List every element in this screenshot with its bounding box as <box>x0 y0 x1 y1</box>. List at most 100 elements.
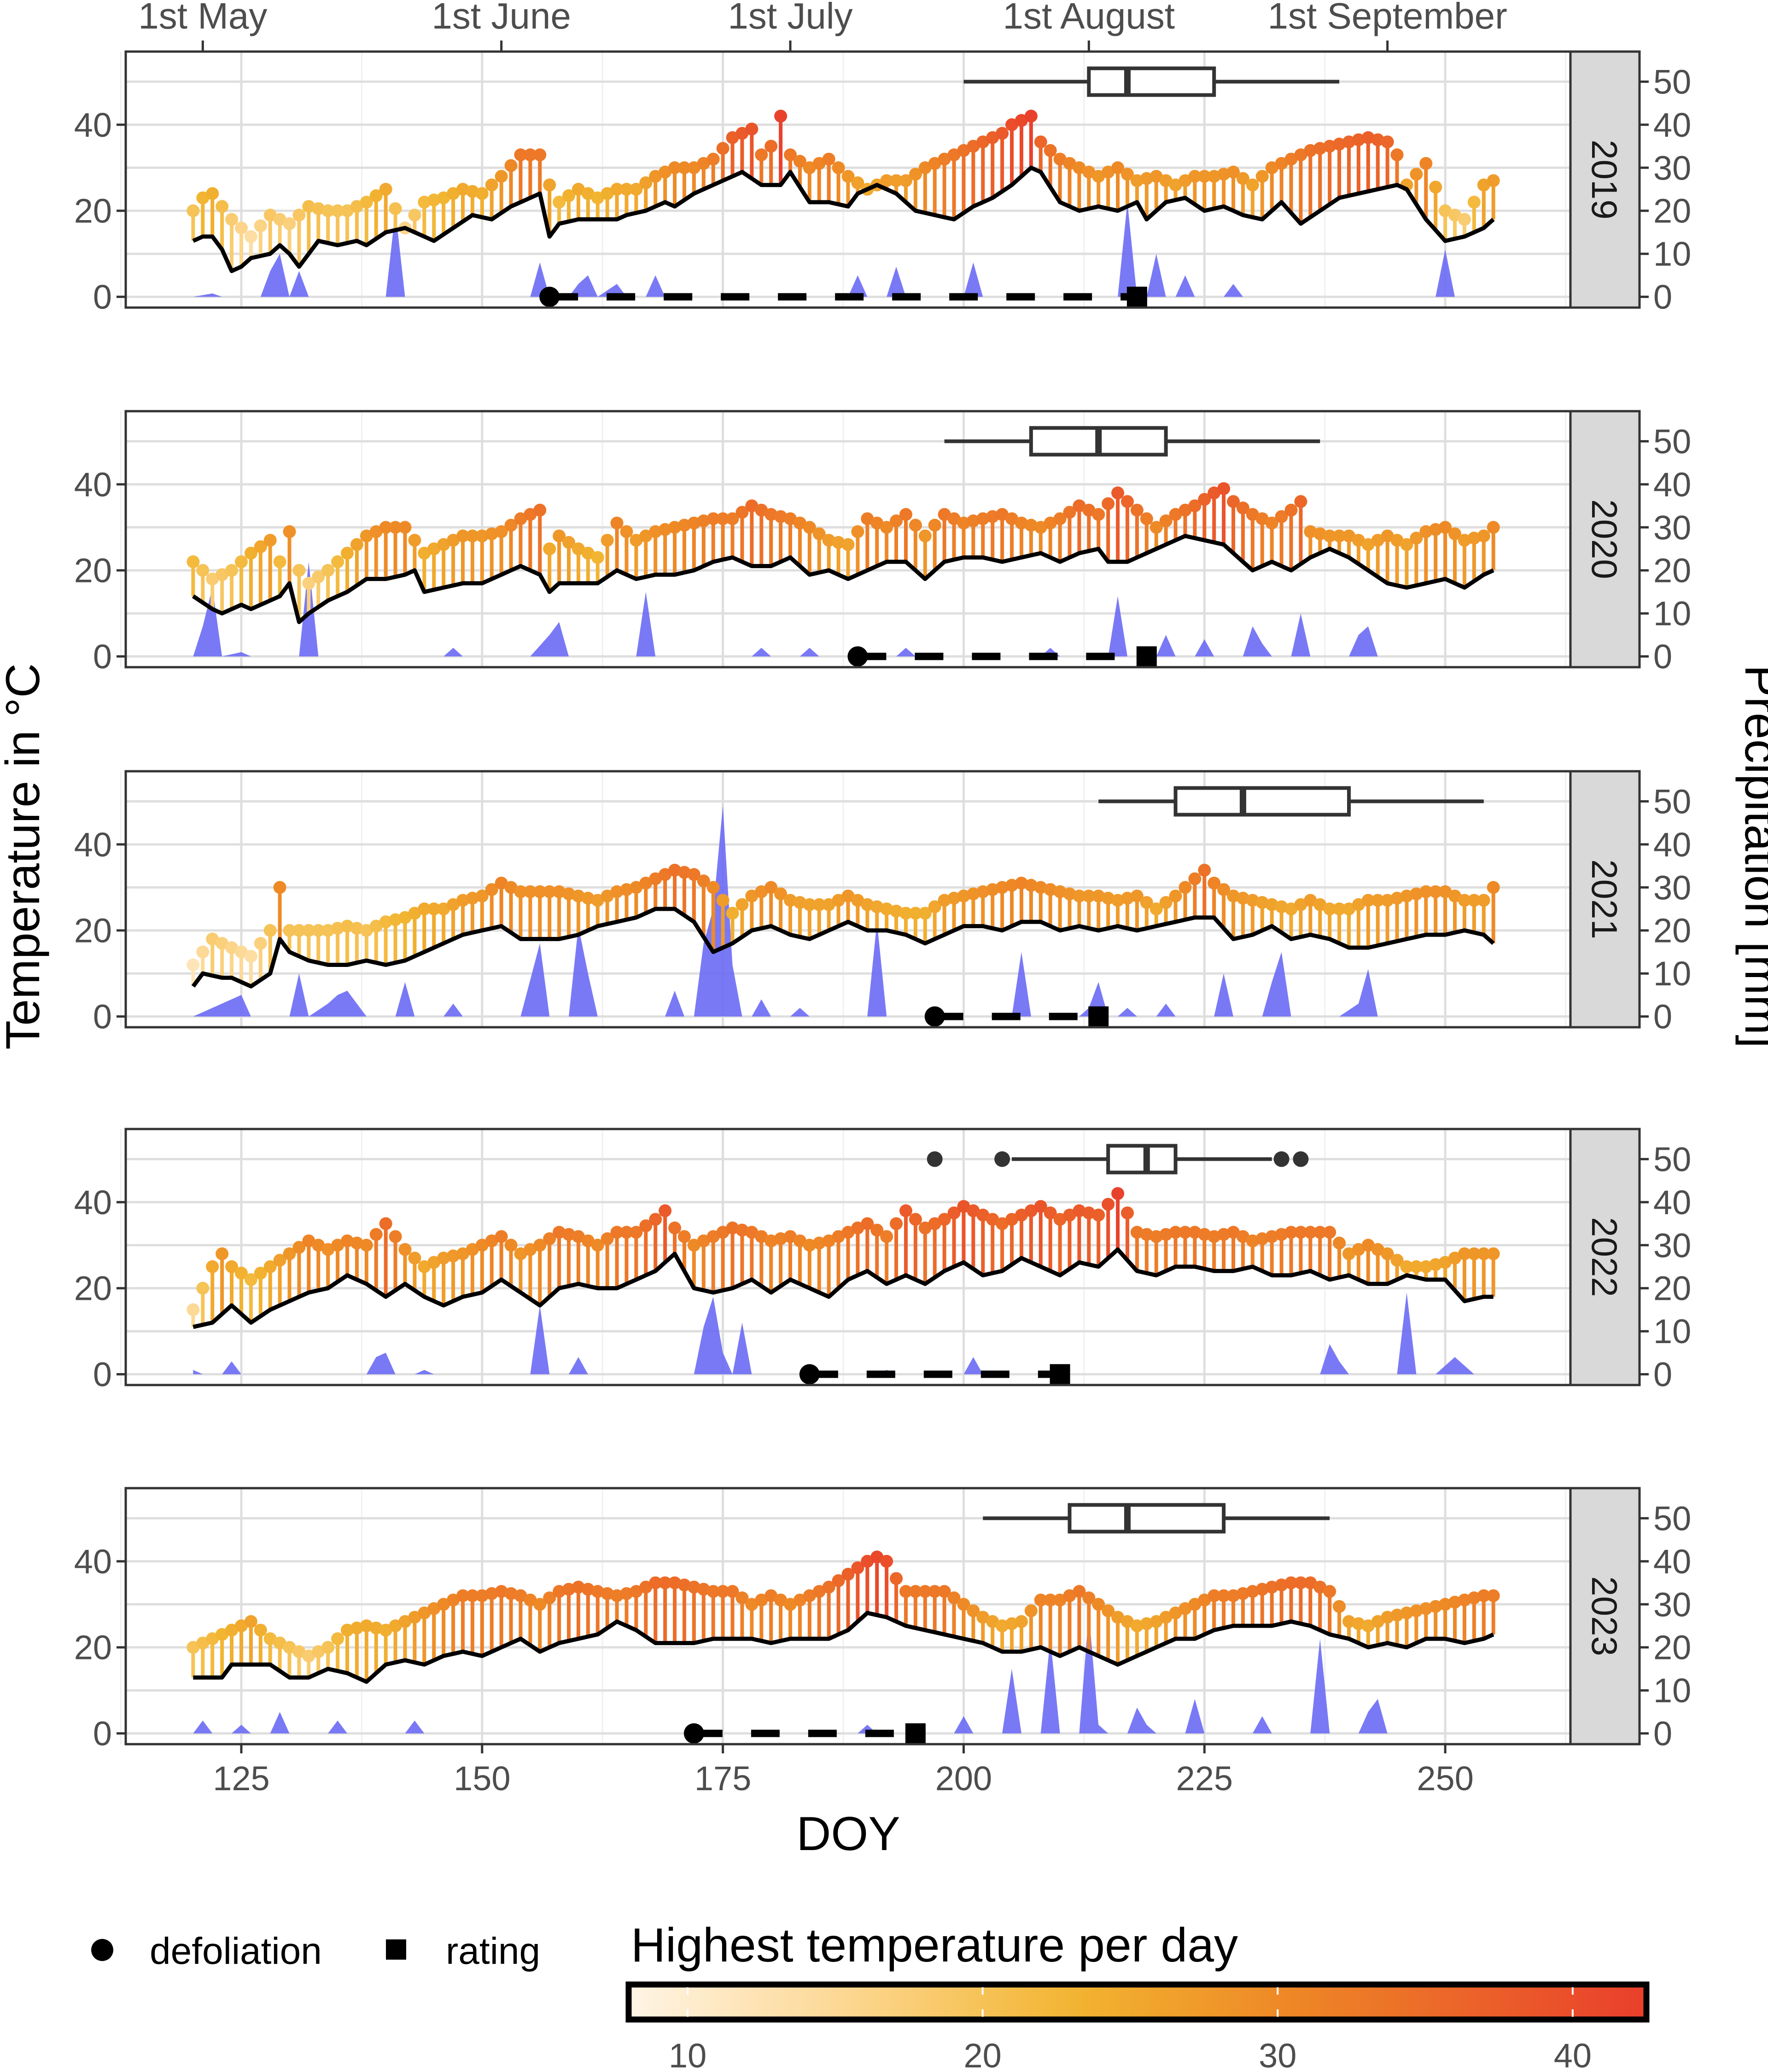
lollipop-head-238 <box>1323 1585 1336 1598</box>
facet-strip <box>1569 1487 1641 1746</box>
lollipop-head-241 <box>1352 534 1365 547</box>
lollipop-head-223 <box>1179 881 1192 894</box>
lollipop-head-226 <box>1208 169 1221 183</box>
lollipop-head-180 <box>764 881 778 894</box>
lollipop-head-234 <box>1284 503 1298 517</box>
lollipop-head-237 <box>1313 898 1327 911</box>
x-tick-label-1: 150 <box>454 1759 510 1798</box>
lollipop-head-188 <box>841 169 855 183</box>
lollipop-head-238 <box>1323 529 1336 542</box>
lollipop-head-130 <box>283 1247 296 1260</box>
right-tick-label-3: 30 <box>1653 149 1691 187</box>
lollipop-head-230 <box>1246 178 1259 192</box>
lollipop-head-215 <box>1102 1198 1115 1211</box>
lollipop-head-229 <box>1236 1230 1249 1243</box>
lollipop-head-247 <box>1410 531 1423 545</box>
lollipop-head-245 <box>1390 534 1404 547</box>
lollipop-head-202 <box>976 1611 990 1624</box>
lollipop-head-170 <box>668 521 682 534</box>
lollipop-head-141 <box>389 913 402 926</box>
lollipop-head-160 <box>572 1580 585 1594</box>
lollipop-head-216 <box>1111 161 1125 175</box>
lollipop-head-177 <box>735 127 749 140</box>
lollipop-head-223 <box>1179 174 1192 187</box>
lollipop-head-154 <box>514 512 527 525</box>
lollipop-head-196 <box>918 1585 932 1598</box>
lollipop-head-252 <box>1458 1247 1471 1260</box>
lollipop-head-121 <box>196 1281 210 1295</box>
lollipop-head-120 <box>187 204 200 217</box>
lollipop-head-136 <box>341 204 354 217</box>
lollipop-head-126 <box>244 547 257 560</box>
lollipop-head-230 <box>1246 1234 1259 1247</box>
lollipop-head-155 <box>524 148 537 162</box>
lollipop-head-175 <box>716 512 729 525</box>
lollipop-head-158 <box>553 885 566 898</box>
lollipop-head-210 <box>1053 1213 1067 1226</box>
lollipop-head-220 <box>1149 1615 1163 1628</box>
lollipop-head-232 <box>1265 898 1278 911</box>
lollipop-head-160 <box>572 1230 585 1243</box>
lollipop-head-124 <box>225 941 239 955</box>
lollipop-head-128 <box>263 1260 277 1274</box>
lollipop-head-127 <box>254 219 267 233</box>
precipitation-area <box>193 805 1494 1017</box>
lollipop-head-169 <box>659 1576 672 1589</box>
lollipop-head-207 <box>1024 518 1038 532</box>
lollipop-head-148 <box>456 894 469 907</box>
lollipop-head-173 <box>697 157 710 170</box>
lollipop-head-143 <box>408 907 421 920</box>
lollipop-head-152 <box>495 1230 508 1243</box>
lollipop-head-206 <box>1015 114 1028 127</box>
lollipop-head-232 <box>1265 1230 1278 1243</box>
lollipop-head-186 <box>822 152 835 166</box>
y-axis-label-right: Precipitation [mm] <box>1735 665 1768 1048</box>
lollipop-head-132 <box>302 1234 315 1247</box>
lollipop-head-248 <box>1419 157 1433 170</box>
lollipop-head-177 <box>735 506 749 519</box>
facet-strip <box>1569 410 1641 669</box>
lollipop-head-123 <box>216 1247 229 1260</box>
lollipop-head-228 <box>1227 1589 1240 1602</box>
right-tick-label-3: 30 <box>1653 868 1691 907</box>
lollipop-head-151 <box>485 1587 498 1600</box>
month-tick-label-0: 1st May <box>138 0 267 36</box>
lollipop-head-120 <box>187 555 200 569</box>
lollipop-head-246 <box>1400 889 1413 902</box>
lollipop-head-145 <box>427 542 441 556</box>
lollipop-head-126 <box>244 1615 257 1628</box>
lollipop-head-201 <box>967 887 980 901</box>
lollipop-head-228 <box>1227 165 1240 179</box>
lollipop-head-161 <box>581 187 595 200</box>
lollipop-head-143 <box>408 209 421 222</box>
lollipop-head-188 <box>841 1226 855 1239</box>
lollipop-head-163 <box>601 187 614 200</box>
lollipop-head-243 <box>1371 1615 1384 1628</box>
boxplot-box <box>1068 1503 1226 1534</box>
legend: defoliation rating Highest temperature p… <box>91 1919 1650 2072</box>
x-tick-label-4: 225 <box>1176 1759 1233 1798</box>
lollipop-head-242 <box>1361 131 1375 144</box>
lollipop-head-132 <box>302 1649 315 1663</box>
lollipop-head-182 <box>784 894 797 907</box>
lollipop-head-243 <box>1371 534 1384 547</box>
left-tick-label-1: 20 <box>74 1269 112 1308</box>
lollipop-head-229 <box>1236 891 1249 905</box>
lollipop-head-177 <box>735 898 749 911</box>
lollipop-head-161 <box>581 1583 595 1596</box>
lollipop-head-239 <box>1333 1236 1346 1250</box>
lollipop-head-156 <box>533 148 547 162</box>
right-tick-label-4: 40 <box>1653 826 1691 864</box>
lollipop-head-169 <box>659 1204 672 1217</box>
lollipop-head-150 <box>475 889 489 902</box>
lollipop-head-217 <box>1120 1206 1134 1220</box>
lollipop-head-208 <box>1034 1200 1047 1213</box>
lollipop-head-167 <box>639 529 653 542</box>
lollipop-head-179 <box>755 503 768 517</box>
lollipop-head-236 <box>1304 1576 1317 1589</box>
lollipop-head-220 <box>1149 169 1163 183</box>
lollipop-head-149 <box>466 1243 479 1256</box>
lollipop-head-211 <box>1063 1208 1076 1222</box>
month-tick-label-1: 1st June <box>432 0 571 36</box>
lollipop-head-125 <box>234 1619 248 1633</box>
